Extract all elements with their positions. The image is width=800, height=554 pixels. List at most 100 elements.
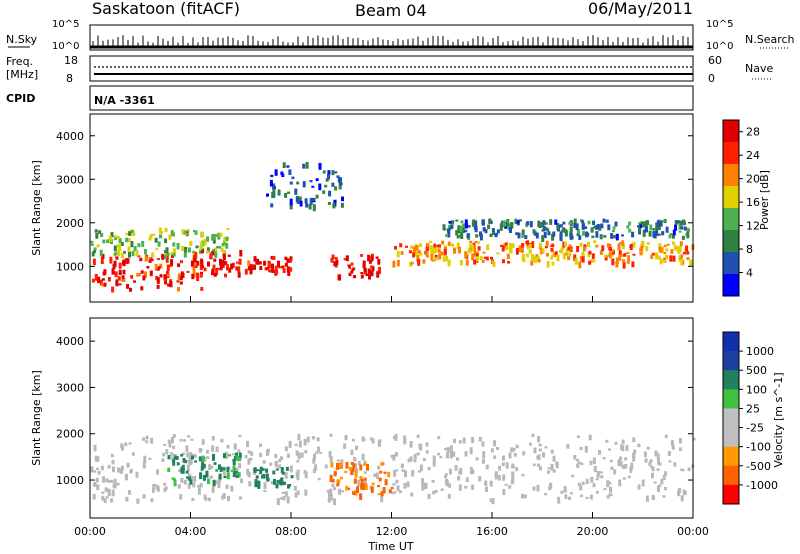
scatter-cell <box>179 439 183 442</box>
scatter-cell <box>171 253 175 258</box>
scatter-cell <box>376 271 380 278</box>
scatter-cell <box>685 245 689 252</box>
velocity-ylabel: Slant Range [km] <box>30 370 43 466</box>
scatter-cell <box>405 245 408 248</box>
scatter-cell <box>651 494 655 500</box>
scatter-cell <box>114 271 118 278</box>
scatter-cell <box>90 466 94 473</box>
scatter-cell <box>336 483 340 487</box>
scatter-cell <box>304 471 308 479</box>
scatter-cell <box>186 452 190 458</box>
scatter-cell <box>515 444 519 449</box>
scatter-cell <box>611 229 615 233</box>
scatter-cell <box>565 252 569 256</box>
scatter-cell <box>475 457 479 461</box>
scatter-cell <box>487 224 491 229</box>
scatter-cell <box>345 485 349 491</box>
scatter-cell <box>171 436 174 444</box>
scatter-cell <box>369 437 373 441</box>
scatter-cell <box>511 464 515 469</box>
scatter-cell <box>387 471 391 478</box>
scatter-cell <box>270 481 274 485</box>
scatter-cell <box>189 452 193 457</box>
scatter-cell <box>355 468 359 474</box>
scatter-cell <box>261 468 265 471</box>
scatter-cell <box>628 228 632 233</box>
scatter-cell <box>581 220 585 224</box>
scatter-cell <box>478 476 482 482</box>
scatter-cell <box>125 232 129 236</box>
scatter-cell <box>120 465 124 471</box>
scatter-cell <box>296 490 300 495</box>
scatter-cell <box>101 495 105 501</box>
scatter-cell <box>179 275 183 281</box>
scatter-cell <box>544 222 548 225</box>
scatter-cell <box>466 233 470 239</box>
scatter-cell <box>504 242 508 249</box>
scatter-cell <box>156 284 160 289</box>
scatter-cell <box>201 231 204 238</box>
scatter-cell <box>672 241 676 245</box>
scatter-cell <box>121 445 124 451</box>
scatter-cell <box>148 236 152 241</box>
scatter-cell <box>549 244 553 248</box>
scatter-cell <box>366 463 369 471</box>
scatter-cell <box>549 482 552 489</box>
scatter-cell <box>543 232 547 239</box>
scatter-cell <box>218 473 222 480</box>
scatter-cell <box>168 234 172 240</box>
scatter-cell <box>502 243 506 247</box>
scatter-cell <box>686 231 690 239</box>
scatter-cell <box>225 243 229 249</box>
scatter-cell <box>117 249 121 257</box>
scatter-cell <box>246 440 249 448</box>
nsky-tick-top: 10^5 <box>52 19 79 30</box>
scatter-cell <box>126 284 130 289</box>
scatter-cell <box>422 458 426 462</box>
scatter-cell <box>325 178 329 182</box>
scatter-cell <box>290 475 294 479</box>
scatter-cell <box>546 228 550 232</box>
scatter-cell <box>485 256 489 261</box>
scatter-cell <box>550 449 554 454</box>
scatter-cell <box>187 475 191 481</box>
scatter-cell <box>430 249 434 255</box>
scatter-cell <box>144 256 148 262</box>
scatter-cell <box>180 260 183 264</box>
scatter-cell <box>523 494 527 499</box>
scatter-cell <box>115 279 119 287</box>
scatter-cell <box>117 276 121 281</box>
scatter-cell <box>167 439 171 444</box>
scatter-cell <box>188 460 192 466</box>
scatter-cell <box>646 446 650 450</box>
scatter-cell <box>272 255 276 260</box>
scatter-cell <box>118 283 122 286</box>
scatter-cell <box>361 436 365 442</box>
scatter-cell <box>455 230 459 236</box>
scatter-cell <box>631 261 635 268</box>
scatter-cell <box>418 470 421 473</box>
scatter-cell <box>598 224 602 231</box>
scatter-cell <box>562 221 566 225</box>
scatter-cell <box>599 250 603 255</box>
scatter-cell <box>208 464 212 470</box>
scatter-cell <box>282 496 286 501</box>
scatter-cell <box>95 233 99 239</box>
scatter-cell <box>549 219 553 225</box>
scatter-cell <box>628 221 632 226</box>
scatter-cell <box>531 253 535 261</box>
scatter-cell <box>340 476 343 480</box>
scatter-cell <box>494 232 498 238</box>
scatter-cell <box>149 257 153 260</box>
scatter-cell <box>447 241 451 246</box>
scatter-cell <box>624 464 628 469</box>
scatter-cell <box>230 469 234 473</box>
scatter-cell <box>559 235 563 242</box>
scatter-cell <box>181 467 185 474</box>
scatter-cell <box>118 262 122 269</box>
scatter-cell <box>333 471 337 477</box>
scatter-cell <box>118 244 122 251</box>
scatter-cell <box>464 451 468 457</box>
scatter-cell <box>217 482 221 489</box>
scatter-cell <box>176 243 180 250</box>
